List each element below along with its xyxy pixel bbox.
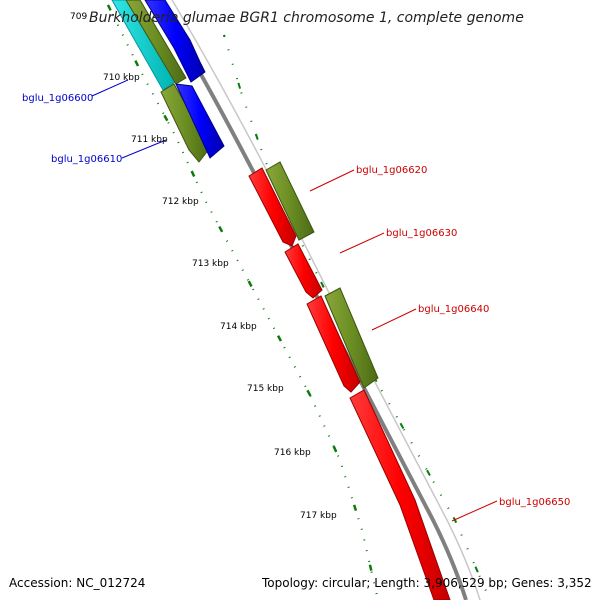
outer-tick-ring-long <box>223 34 491 600</box>
tick-label: 717 kbp <box>300 511 337 521</box>
cds-feature-bglu_1g06640[interactable] <box>306 295 361 393</box>
tick-label: 714 kbp <box>220 322 257 332</box>
cds-feature-bglu_1g06630[interactable] <box>284 243 323 299</box>
reverse-strand-features <box>248 161 451 600</box>
genome-backbone <box>158 0 475 600</box>
cog-feature-1[interactable] <box>125 0 187 85</box>
cds-feature-bglu_1g06600[interactable] <box>144 0 206 83</box>
genome-summary-text: Topology: circular; Length: 3,906,529 bp… <box>262 576 592 590</box>
tick-label: 711 kbp <box>131 135 168 145</box>
outer-tick-ring <box>223 34 491 600</box>
gene-label-bglu_1g06600[interactable]: bglu_1g06600 <box>22 93 93 104</box>
tick-label: 716 kbp <box>274 448 311 458</box>
cog-feature-bglu_1g06620[interactable] <box>265 161 315 241</box>
map-title: Burkholderia glumae BGR1 chromosome 1, c… <box>89 10 524 26</box>
cds-feature-bglu_1g06610[interactable] <box>175 83 225 159</box>
cog-feature-bglu_1g06610[interactable] <box>160 83 211 163</box>
gene-label-bglu_1g06630[interactable]: bglu_1g06630 <box>386 228 457 239</box>
gene-label-bglu_1g06650[interactable]: bglu_1g06650 <box>499 497 570 508</box>
tick-label: 715 kbp <box>247 384 284 394</box>
gene-label-bglu_1g06640[interactable]: bglu_1g06640 <box>418 304 489 315</box>
cds-feature-bglu_1g06620[interactable] <box>248 167 297 247</box>
accession-text: Accession: NC_012724 <box>9 576 146 590</box>
title-tick-label: 709 <box>70 12 87 22</box>
forward-strand-features <box>111 0 225 163</box>
gene-label-bglu_1g06620[interactable]: bglu_1g06620 <box>356 165 427 176</box>
cds-feature-bglu_1g06650[interactable] <box>349 389 451 600</box>
tick-label: 710 kbp <box>103 73 140 83</box>
tick-label: 713 kbp <box>192 259 229 269</box>
genome-backbone-line <box>156 0 468 600</box>
gene-label-bglu_1g06610[interactable]: bglu_1g06610 <box>51 154 122 165</box>
cog-feature-bglu_1g06640[interactable] <box>324 287 379 389</box>
label-leaders <box>91 79 498 522</box>
tick-label: 712 kbp <box>162 197 199 207</box>
